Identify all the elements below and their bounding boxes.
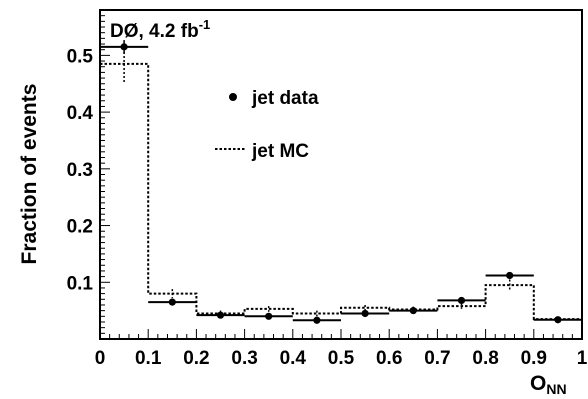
- data-point: [265, 312, 273, 320]
- series-jet-data: [100, 40, 582, 324]
- x-axis-title: ONN: [530, 372, 567, 397]
- legend-label-jet-mc: jet MC: [251, 141, 309, 162]
- experiment-label-text: DØ, 4.2 fb: [110, 21, 199, 42]
- x-axis-title-subscript: NN: [546, 381, 566, 397]
- axis-ticks: [99, 9, 583, 340]
- legend-label-jet-data: jet data: [251, 88, 319, 109]
- x-tick-label: 0.1: [135, 348, 162, 369]
- x-tick-label: 0: [95, 348, 106, 369]
- data-point: [120, 43, 128, 51]
- x-tick-label: 0.9: [521, 348, 547, 369]
- x-tick-label: 0.5: [328, 348, 355, 369]
- data-point: [361, 309, 369, 318]
- data-point: [554, 316, 562, 324]
- mc-step-line: [100, 62, 582, 321]
- data-point: [506, 271, 514, 280]
- y-tick-label: 0.5: [67, 46, 94, 67]
- legend: jet data jet MC: [215, 88, 319, 162]
- experiment-label-superscript: -1: [199, 17, 211, 32]
- legend-marker-jet-data: [229, 93, 237, 101]
- x-tick-label: 0.7: [424, 348, 450, 369]
- y-tick-label: 0.1: [67, 273, 94, 294]
- x-tick-label: 1: [577, 348, 588, 369]
- x-tick-label: 0.6: [376, 348, 402, 369]
- y-tick-label: 0.4: [67, 103, 94, 124]
- y-axis-title: Fraction of events: [18, 84, 41, 265]
- x-tick-label: 0.2: [183, 348, 209, 369]
- data-point: [168, 298, 176, 306]
- x-tick-label: 0.4: [280, 348, 307, 369]
- x-tick-labels: 0 0.1 0.2 0.3 0.4 0.5 0.6 0.7 0.8 0.9 1: [95, 348, 588, 369]
- data-point: [313, 316, 321, 324]
- y-tick-label: 0.3: [67, 160, 93, 181]
- y-tick-label: 0.2: [67, 217, 93, 238]
- data-point: [457, 296, 466, 305]
- x-tick-label: 0.3: [231, 348, 257, 369]
- experiment-label: DØ, 4.2 fb-1: [110, 17, 210, 42]
- data-point: [409, 307, 417, 315]
- data-point: [216, 311, 225, 319]
- y-tick-labels: 0.1 0.2 0.3 0.4 0.5: [67, 46, 94, 294]
- x-tick-label: 0.8: [472, 348, 498, 369]
- x-axis-title-main: O: [530, 372, 546, 395]
